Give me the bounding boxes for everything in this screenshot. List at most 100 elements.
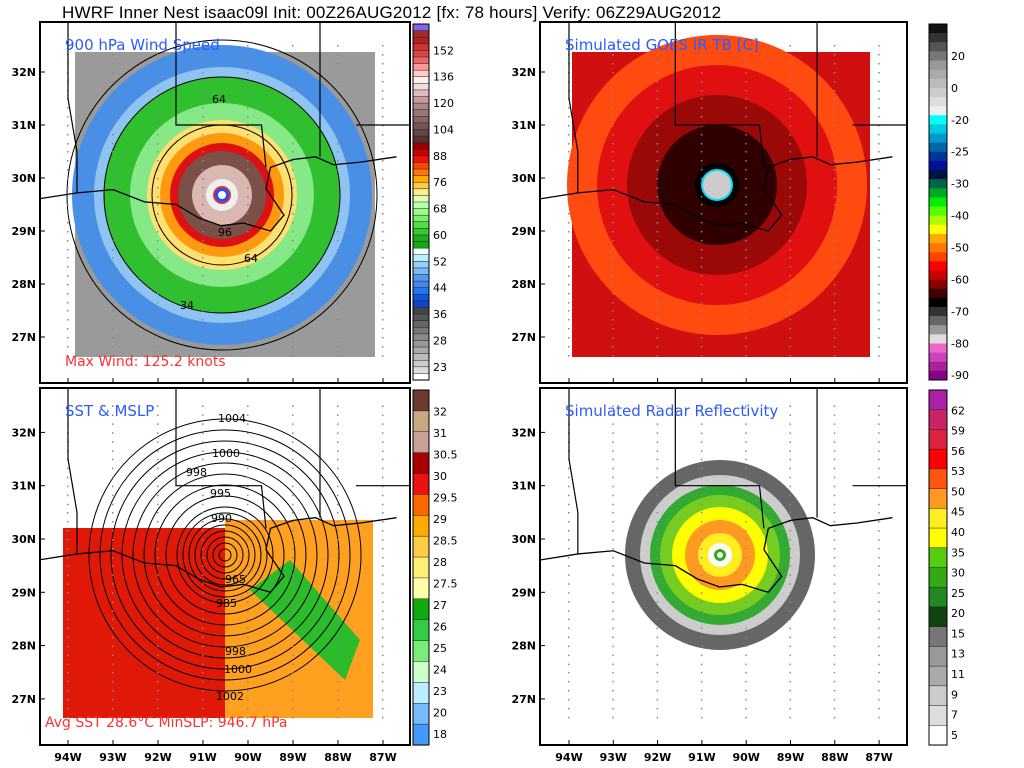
grid-dot: [878, 450, 880, 452]
grid-dot: [157, 458, 159, 461]
grid-dot: [67, 355, 69, 357]
grid-dot: [745, 231, 747, 233]
grid-dot: [745, 187, 747, 189]
colorbar-swatch: [928, 488, 948, 509]
grid-dot: [292, 530, 294, 532]
grid-dot: [202, 458, 204, 461]
grid-dot: [202, 204, 204, 206]
colorbar-swatch: [929, 142, 947, 153]
grid-dot: [382, 266, 384, 268]
grid-dot: [157, 275, 159, 277]
colorbar-swatch: [412, 122, 430, 131]
grid-dot: [745, 441, 747, 443]
grid-dot: [247, 196, 249, 198]
grid-dot: [157, 636, 159, 639]
grid-dot: [656, 680, 659, 683]
grid-dot: [382, 302, 384, 304]
grid-dot: [745, 618, 747, 621]
grid-dot: [292, 143, 294, 145]
grid-dot: [112, 143, 114, 145]
grid-dot: [700, 565, 703, 567]
grid-dot: [247, 45, 249, 47]
grid-dot: [656, 275, 659, 277]
colorbar-swatch: [412, 155, 430, 163]
grid-dot: [878, 592, 880, 594]
map-panel-2: 32N 31N 30N 29N 28N 27N Simulated GOES IR TB […: [511, 21, 969, 384]
grid-dot: [247, 151, 249, 153]
contour-label: 1004: [218, 412, 246, 425]
grid-dot: [67, 671, 69, 674]
grid-dot: [833, 654, 836, 657]
grid-dot: [247, 187, 249, 189]
grid-dot: [157, 90, 159, 92]
grid-dot: [700, 636, 703, 639]
grid-dot: [568, 610, 570, 612]
colorbar-label: -20: [951, 114, 969, 127]
grid-dot: [700, 302, 703, 304]
grid-dot: [612, 618, 614, 621]
grid-dot: [700, 125, 703, 127]
grid-dot: [700, 355, 703, 357]
colorbar-label: 24: [433, 664, 447, 677]
grid-dot: [568, 143, 570, 145]
colorbar-swatch: [929, 243, 947, 253]
grid-dot: [745, 627, 747, 630]
grid-dot: [700, 249, 703, 251]
grid-dot: [789, 45, 791, 47]
grid-dot: [67, 116, 69, 118]
grid-dot: [67, 467, 69, 470]
grid-dot: [656, 187, 659, 189]
grid-dot: [247, 355, 249, 357]
grid-dot: [612, 319, 614, 321]
grid-dot: [202, 151, 204, 153]
grid-dot: [157, 134, 159, 136]
grid-dot: [612, 63, 614, 65]
grid-dot: [656, 328, 659, 330]
grid-dot: [247, 610, 249, 612]
grid-dot: [157, 196, 159, 198]
grid-dot: [789, 405, 791, 407]
grid-dot: [292, 414, 294, 416]
grid-dot: [700, 257, 703, 259]
map-frame: [39, 21, 411, 384]
grid-dot: [292, 187, 294, 189]
grid-dot: [67, 539, 69, 541]
grid-dot: [112, 636, 114, 639]
grid-dot: [112, 405, 114, 407]
grid-dot: [568, 116, 570, 118]
grid-dot: [878, 645, 880, 648]
grid-dot: [157, 222, 159, 224]
grid-dot: [789, 530, 791, 532]
grid-dot: [656, 266, 659, 268]
grid-dot: [878, 663, 880, 666]
grid-dot: [789, 423, 791, 425]
isobar: [110, 440, 340, 670]
grid-dot: [292, 222, 294, 224]
grid-dot: [745, 645, 747, 648]
grid-dot: [382, 204, 384, 206]
lon-tick-label: 88W: [324, 751, 351, 764]
colorbar-swatch: [412, 188, 430, 196]
lat-tick-label: 29N: [511, 225, 536, 238]
grid-dot: [612, 249, 614, 251]
grid-dot: [157, 72, 159, 74]
grid-dot: [833, 610, 836, 612]
grid-dot: [568, 716, 570, 719]
grid-dot: [656, 716, 659, 719]
grid-dot: [700, 54, 703, 56]
grid-dot: [612, 583, 614, 585]
map-panel-1: 32N 31N 30N 29N 28N 27N 900 hPa Wind Speed Max …: [11, 21, 454, 384]
grid-dot: [157, 707, 159, 710]
contour-label: 965: [225, 573, 246, 586]
grid-dot: [612, 143, 614, 145]
grid-dot: [247, 116, 249, 118]
grid-dot: [878, 423, 880, 425]
colorbar-swatch: [929, 197, 947, 207]
grid-dot: [157, 355, 159, 357]
grid-dot: [878, 169, 880, 171]
grid-dot: [612, 689, 614, 692]
map-field: [40, 388, 410, 719]
grid-dot: [67, 196, 69, 198]
grid-dot: [112, 450, 114, 452]
grid-dot: [833, 187, 836, 189]
